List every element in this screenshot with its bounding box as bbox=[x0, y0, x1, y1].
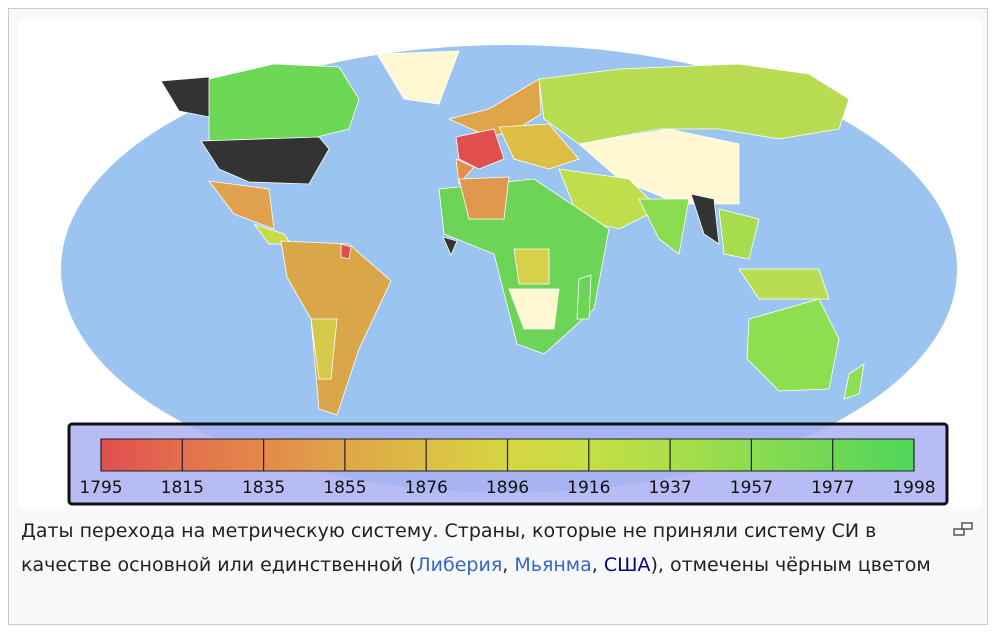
tick-label: 1998 bbox=[892, 478, 935, 498]
colorbar-segment bbox=[182, 439, 265, 471]
colorbar-segment bbox=[101, 439, 183, 471]
caption-link[interactable]: Мьянма bbox=[514, 554, 592, 576]
world-map: 1795 1815 1835 1855 1876 1896 1916 1937 1957 1977… bbox=[19, 19, 981, 509]
tick-label: 1896 bbox=[486, 478, 529, 498]
caption-text: , bbox=[591, 554, 604, 576]
colorbar: 1795 1815 1835 1855 1876 1896 1916 1937 1957 1977… bbox=[79, 438, 936, 498]
landmasses bbox=[160, 50, 865, 416]
tick-label: 1835 bbox=[242, 478, 285, 498]
colorbar-segment bbox=[670, 439, 752, 471]
colorbar-segment bbox=[426, 439, 508, 471]
tick-label: 1977 bbox=[811, 478, 854, 498]
colorbar-segment bbox=[751, 439, 834, 471]
caption-link[interactable]: США bbox=[603, 554, 651, 576]
enlarge-icon[interactable] bbox=[953, 521, 975, 537]
colorbar-segment bbox=[344, 439, 427, 471]
figure-frame: 1795 1815 1835 1855 1876 1896 1916 1937 1957 1977… bbox=[8, 8, 988, 625]
caption-text: , bbox=[502, 554, 515, 576]
tick-label: 1957 bbox=[730, 478, 773, 498]
tick-label: 1815 bbox=[161, 478, 204, 498]
tick-label: 1876 bbox=[405, 478, 448, 498]
caption-link[interactable]: Либерия bbox=[416, 554, 503, 576]
colorbar-segment bbox=[507, 439, 590, 471]
colorbar-segment bbox=[588, 439, 671, 471]
tick-label: 1795 bbox=[79, 478, 122, 498]
caption-text: Даты перехода на метрическую систему. Ст… bbox=[21, 520, 877, 576]
tick-label: 1937 bbox=[648, 478, 691, 498]
caption: Даты перехода на метрическую систему. Ст… bbox=[21, 514, 951, 582]
colorbar-segment bbox=[832, 439, 915, 471]
tick-label: 1855 bbox=[323, 478, 366, 498]
colorbar-segment bbox=[263, 439, 346, 471]
caption-text: ), отмечены чёрным цветом bbox=[650, 554, 931, 576]
tick-label: 1916 bbox=[567, 478, 610, 498]
